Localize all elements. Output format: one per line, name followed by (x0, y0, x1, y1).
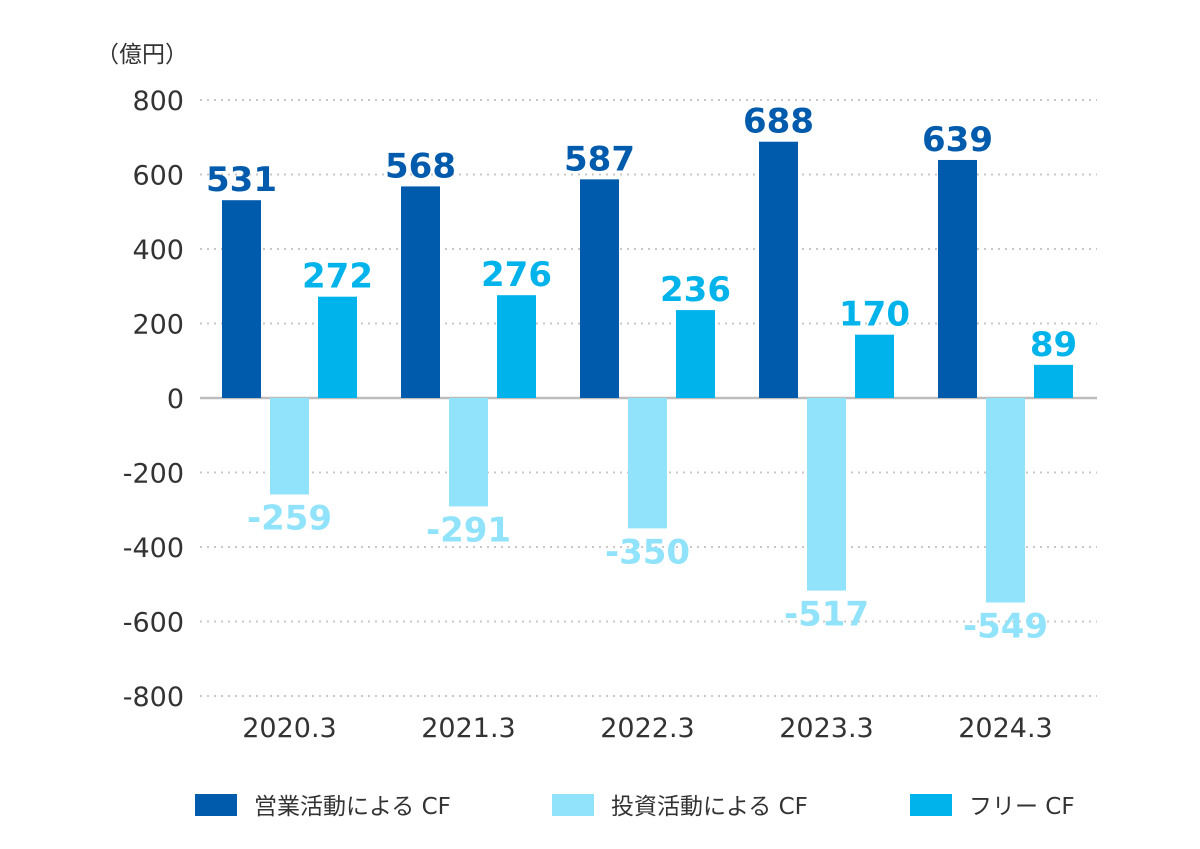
data-label: -350 (605, 532, 690, 572)
data-label: 568 (385, 146, 456, 186)
bars-layer (222, 141, 1073, 603)
y-axis: （億円） 800 600 400 200 0 -200 -400 -600 -800 (96, 42, 188, 713)
bar-1-2024.3 (938, 159, 977, 398)
x-axis: 2020.3 2021.3 2022.3 2023.3 2024.3 (242, 713, 1052, 744)
legend-label: 投資活動による CF (611, 794, 808, 820)
y-tick-label: -200 (123, 459, 184, 490)
bar-1-2022.3 (580, 179, 619, 398)
data-label: 531 (206, 160, 277, 200)
y-tick-label: 800 (132, 86, 184, 117)
data-labels-layer: 531 -259 272 568 -291 276 587 -350 236 688 -517 170… (206, 102, 1077, 647)
data-label: 276 (481, 255, 552, 295)
bar-1-2021.3 (401, 186, 440, 398)
data-label: 89 (1030, 325, 1077, 365)
y-tick-label: -800 (123, 682, 184, 713)
bar-3-2023.3 (855, 334, 894, 398)
legend-swatch (195, 794, 237, 816)
y-tick-label: 600 (132, 161, 184, 192)
bar-2-2020.3 (270, 398, 309, 495)
data-label: 587 (564, 139, 635, 179)
bar-3-2021.3 (497, 295, 536, 398)
y-tick-label: -600 (123, 608, 184, 639)
bar-2-2021.3 (449, 398, 488, 507)
bar-3-2024.3 (1034, 364, 1073, 398)
y-tick-label: 200 (132, 310, 184, 341)
data-label: -291 (426, 510, 511, 550)
bar-3-2022.3 (676, 310, 715, 398)
data-label: -517 (784, 595, 869, 635)
data-label: 236 (660, 270, 731, 310)
x-tick-label: 2020.3 (242, 713, 336, 744)
y-tick-label: 0 (167, 384, 184, 415)
legend-swatch (552, 794, 594, 816)
bar-2-2022.3 (628, 398, 667, 529)
x-tick-label: 2023.3 (779, 713, 873, 744)
data-label: 170 (839, 295, 910, 335)
x-tick-label: 2021.3 (421, 713, 515, 744)
legend-swatch (910, 794, 952, 816)
y-axis-unit-label: （億円） (96, 42, 188, 68)
y-tick-label: 400 (132, 235, 184, 266)
bar-1-2020.3 (222, 200, 261, 398)
y-tick-label: -400 (123, 533, 184, 564)
bar-1-2023.3 (759, 141, 798, 398)
data-label: 639 (922, 120, 993, 160)
data-label: -259 (247, 498, 332, 538)
bar-2-2024.3 (986, 398, 1025, 603)
x-tick-label: 2024.3 (958, 713, 1052, 744)
bar-2-2023.3 (807, 398, 846, 591)
data-label: 688 (743, 102, 814, 142)
x-tick-label: 2022.3 (600, 713, 694, 744)
bar-3-2020.3 (318, 296, 357, 398)
legend: 営業活動による CF 投資活動による CF フリー CF (195, 794, 1075, 820)
data-label: 272 (302, 257, 373, 297)
legend-label: 営業活動による CF (254, 794, 451, 820)
data-label: -549 (963, 607, 1048, 647)
legend-label: フリー CF (969, 794, 1075, 820)
